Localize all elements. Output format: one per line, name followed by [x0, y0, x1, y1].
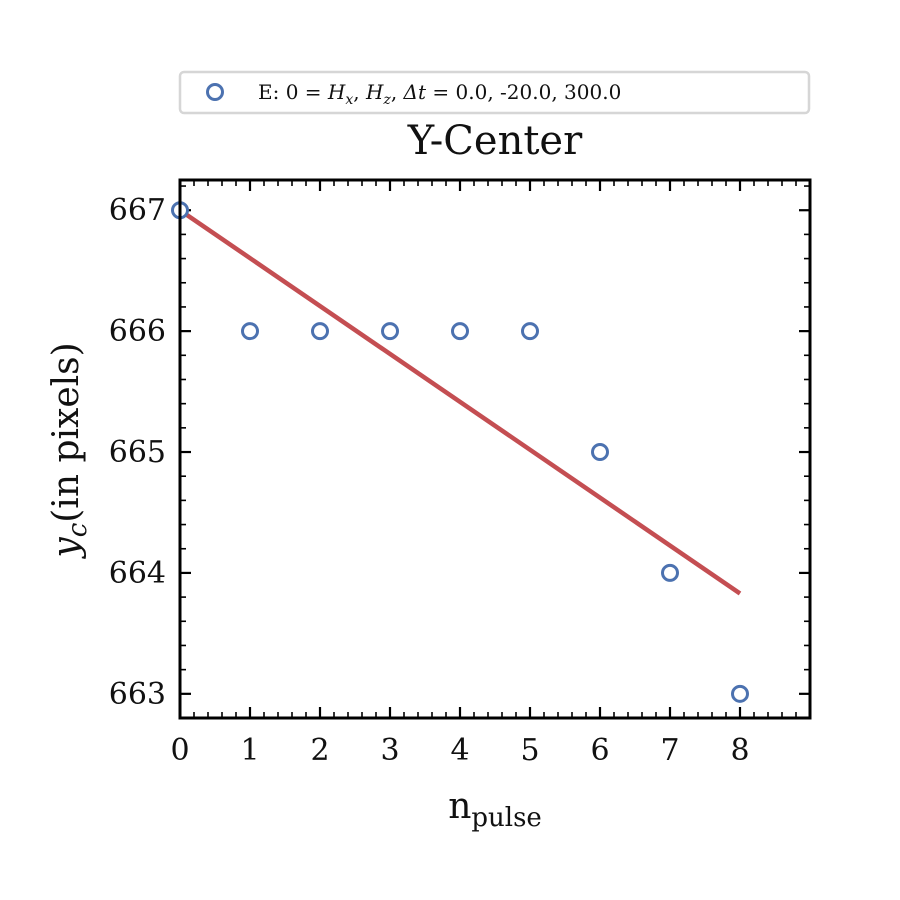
- legend-values: 0.0, -20.0, 300.0: [456, 80, 622, 104]
- x-tick-label: 5: [520, 733, 539, 768]
- y-tick-label: 663: [109, 677, 166, 712]
- legend-prefix: E: 0 =: [258, 80, 328, 104]
- y-axis-label-main: y: [46, 537, 87, 560]
- chart-title: Y-Center: [407, 118, 583, 164]
- x-tick-label: 0: [170, 733, 189, 768]
- data-point: [451, 322, 469, 341]
- legend-frame: [178, 70, 811, 115]
- data-point: [521, 322, 539, 341]
- legend-eq: =: [426, 80, 455, 104]
- y-axis-label: yc(in pixels): [46, 342, 93, 559]
- plot-area: 0 1 2 3 4 5 6 7 8 663 664 665 666 667: [109, 178, 812, 768]
- legend-var-2-sub: z: [382, 92, 391, 108]
- y-axis-label-rest: (in pixels): [46, 342, 87, 522]
- legend-marker: [206, 83, 224, 101]
- axis-ticks: [178, 180, 810, 719]
- x-tick-label: 2: [310, 733, 329, 768]
- x-tick-label: 1: [240, 733, 259, 768]
- x-axis-label-main: n: [448, 786, 471, 827]
- legend: E: 0 = Hx, Hz, Δt = 0.0, -20.0, 300.0: [178, 70, 811, 115]
- x-tick-label: 7: [660, 733, 679, 768]
- legend-var-1: H: [327, 80, 346, 104]
- legend-var-2: H: [365, 80, 384, 104]
- legend-var-1-sub: x: [345, 92, 353, 108]
- x-tick-label: 6: [590, 733, 609, 768]
- x-tick-label: 4: [450, 733, 469, 768]
- data-point: [241, 322, 259, 341]
- y-tick-label: 664: [109, 556, 166, 591]
- y-tick-label: 667: [109, 193, 166, 228]
- fit-line: [178, 208, 742, 596]
- legend-label: E: 0 = Hx, Hz, Δt = 0.0, -20.0, 300.0: [258, 80, 621, 108]
- data-point: [311, 322, 329, 341]
- fit-line-group: [178, 208, 742, 596]
- y-tick-label: 666: [109, 314, 166, 349]
- data-point: [731, 684, 749, 703]
- data-points: [171, 201, 749, 703]
- data-point: [661, 563, 679, 582]
- y-axis-label-sub: c: [63, 522, 93, 537]
- data-point: [381, 322, 399, 341]
- x-tick-label: 3: [380, 733, 399, 768]
- legend-var-3: Δt: [403, 80, 427, 104]
- y-tick-label: 665: [109, 435, 166, 470]
- x-axis-label-sub: pulse: [471, 803, 541, 833]
- plot-frame: [178, 178, 812, 720]
- data-point: [591, 443, 609, 462]
- x-axis-label: npulse: [448, 786, 542, 833]
- x-tick-label: 8: [730, 733, 749, 768]
- tick-labels: 0 1 2 3 4 5 6 7 8 663 664 665 666 667: [109, 193, 750, 768]
